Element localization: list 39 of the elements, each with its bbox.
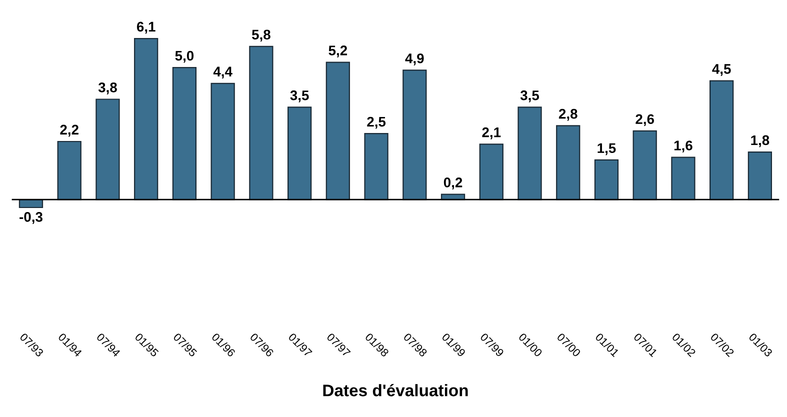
data-label: 3,5 bbox=[290, 90, 309, 102]
bar bbox=[710, 80, 734, 200]
data-label: 2,6 bbox=[636, 114, 654, 126]
bar bbox=[671, 156, 696, 200]
bar bbox=[518, 106, 542, 200]
data-label: 2,5 bbox=[367, 116, 386, 129]
bar bbox=[364, 133, 388, 200]
data-label: 4,9 bbox=[405, 53, 424, 66]
bar bbox=[96, 98, 120, 200]
data-label: 2,1 bbox=[482, 127, 501, 140]
data-label: 1,8 bbox=[751, 135, 770, 148]
data-label: 2,2 bbox=[60, 124, 78, 137]
bar bbox=[326, 62, 350, 200]
bar bbox=[210, 82, 235, 200]
bar bbox=[249, 46, 274, 200]
bar bbox=[134, 38, 158, 200]
bar bbox=[748, 152, 772, 200]
data-label: 0,2 bbox=[444, 178, 462, 190]
bar bbox=[287, 106, 312, 200]
data-label: 5,2 bbox=[328, 46, 348, 58]
bar bbox=[594, 159, 619, 200]
data-label: 6,1 bbox=[136, 22, 156, 34]
data-label: 4,5 bbox=[712, 64, 731, 76]
data-label: 5,0 bbox=[175, 50, 194, 63]
bar bbox=[172, 67, 197, 200]
data-label: 1,6 bbox=[674, 140, 692, 152]
data-label: -0,3 bbox=[20, 212, 42, 224]
bar bbox=[402, 70, 427, 200]
x-axis-title: Dates d'évaluation bbox=[323, 384, 468, 396]
data-label: 4,4 bbox=[213, 66, 232, 79]
data-label: 3,5 bbox=[520, 90, 540, 102]
data-label: 3,8 bbox=[98, 82, 117, 94]
data-label: 2,8 bbox=[558, 108, 578, 121]
bar bbox=[632, 130, 657, 200]
bar bbox=[556, 125, 580, 200]
bar bbox=[479, 144, 504, 200]
data-label: 5,8 bbox=[252, 30, 270, 42]
bar bbox=[57, 140, 82, 200]
data-label: 1,5 bbox=[598, 143, 616, 156]
